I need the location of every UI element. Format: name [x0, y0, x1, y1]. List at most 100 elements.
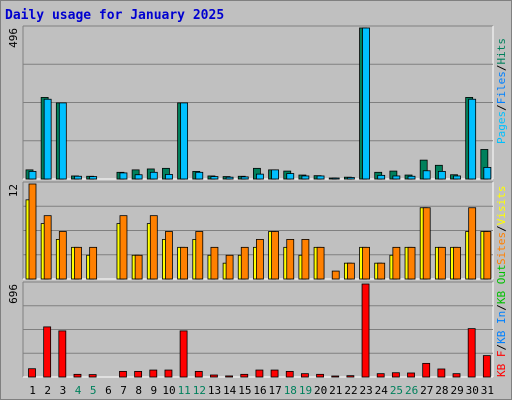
xtick-day-label: 28	[435, 384, 448, 397]
bar-sites	[256, 239, 264, 280]
bar-sites	[407, 246, 416, 280]
bar-sites	[453, 246, 461, 280]
xtick-day-label: 17	[269, 384, 282, 397]
bar-kb-f	[73, 373, 82, 378]
bar-sites	[240, 246, 249, 280]
bar-kb-f	[119, 370, 127, 378]
xtick-day-label: 27	[420, 384, 433, 397]
bar-files	[437, 170, 446, 180]
bar-files	[346, 177, 355, 180]
bar-kb-f	[149, 369, 158, 378]
bar-sites	[301, 239, 310, 280]
bar-kb-f	[225, 375, 233, 378]
bar-kb-f	[422, 362, 431, 378]
legend-label: Sites/Visits	[495, 186, 508, 266]
bar-files	[240, 176, 249, 180]
bar-files	[483, 167, 492, 180]
bar-files	[407, 175, 416, 180]
bar-sites	[437, 246, 446, 280]
bar-kb-f	[28, 368, 36, 378]
legend-entry: KB F	[495, 351, 508, 378]
legend-entry: /	[495, 344, 508, 351]
bar-sites	[422, 207, 431, 280]
bar-files	[28, 170, 37, 180]
legend-entry: KB In	[495, 311, 508, 344]
legend-entry: Files	[495, 71, 508, 104]
bar-kb-f	[452, 373, 461, 378]
bar-kb-f	[346, 375, 355, 378]
bar-kb-f	[43, 326, 52, 378]
bar-files	[134, 174, 143, 180]
bar-files	[43, 98, 52, 180]
xtick-day-label: 1	[29, 384, 36, 397]
bar-kb-f	[210, 374, 218, 378]
ytick-max-label: 496	[7, 28, 20, 48]
xtick-day-label: 31	[481, 384, 494, 397]
legend-entry: KB Out	[495, 264, 508, 304]
bar-kb-f	[134, 370, 143, 378]
bar-kb-f	[255, 369, 264, 378]
bar-files	[165, 174, 173, 180]
bar-sites	[392, 246, 401, 280]
xtick-day-label: 15	[238, 384, 251, 397]
xtick-day-label: 2	[44, 384, 51, 397]
xtick-day-label: 4	[75, 384, 82, 397]
bar-kb-f	[164, 369, 173, 378]
bar-sites	[346, 262, 355, 280]
bar-kb-f	[58, 330, 67, 378]
xtick-day-label: 18	[284, 384, 297, 397]
bar-files	[271, 169, 279, 180]
bar-kb-f	[240, 373, 249, 378]
panel-middle: 12	[7, 181, 494, 280]
xtick-day-label: 26	[405, 384, 418, 397]
bar-sites	[210, 246, 219, 280]
bar-files	[286, 173, 295, 180]
bar-files	[256, 173, 264, 180]
bar-files	[149, 171, 158, 180]
bar-sites	[89, 246, 98, 280]
bar-sites	[149, 215, 158, 280]
bar-files	[362, 27, 370, 180]
bar-kb-f	[285, 370, 294, 378]
bar-sites	[225, 254, 234, 280]
xtick-day-label: 29	[450, 384, 463, 397]
bar-files	[468, 98, 477, 180]
xtick-day-label: 22	[344, 384, 357, 397]
xtick-day-label: 14	[223, 384, 237, 397]
xtick-day-label: 25	[390, 384, 403, 397]
xtick-day-label: 11	[178, 384, 191, 397]
xtick-day-label: 6	[105, 384, 112, 397]
xtick-day-label: 20	[314, 384, 327, 397]
xtick-day-label: 16	[253, 384, 266, 397]
bar-kb-f	[194, 370, 203, 378]
bar-kb-f	[316, 373, 324, 378]
bar-kb-f	[376, 373, 385, 378]
bar-kb-f	[331, 375, 340, 378]
bar-kb-f	[467, 328, 476, 378]
legend-entry: Visits	[495, 186, 508, 226]
bar-files	[74, 175, 82, 180]
bar-sites	[195, 231, 204, 280]
bar-sites	[28, 183, 37, 280]
bar-sites	[483, 231, 492, 280]
bar-files	[225, 176, 234, 180]
xtick-day-label: 8	[135, 384, 142, 397]
legend-label: Pages/Files/Hits	[495, 38, 508, 144]
legend-entry: Hits	[495, 38, 508, 65]
xtick-day-label: 19	[299, 384, 312, 397]
bar-sites	[119, 215, 128, 280]
bar-kb-f	[270, 369, 279, 378]
bar-kb-f	[88, 374, 97, 378]
bar-files	[58, 102, 67, 180]
bar-kb-f	[482, 355, 491, 378]
legend-label: KB F/KB In/KB Out	[495, 264, 508, 377]
bar-files	[89, 176, 98, 180]
bar-kb-f	[407, 372, 415, 378]
bar-files	[119, 172, 128, 180]
xtick-day-label: 21	[329, 384, 342, 397]
bar-sites	[377, 262, 386, 280]
bar-sites	[286, 239, 295, 280]
ytick-max-label: 696	[7, 284, 20, 304]
